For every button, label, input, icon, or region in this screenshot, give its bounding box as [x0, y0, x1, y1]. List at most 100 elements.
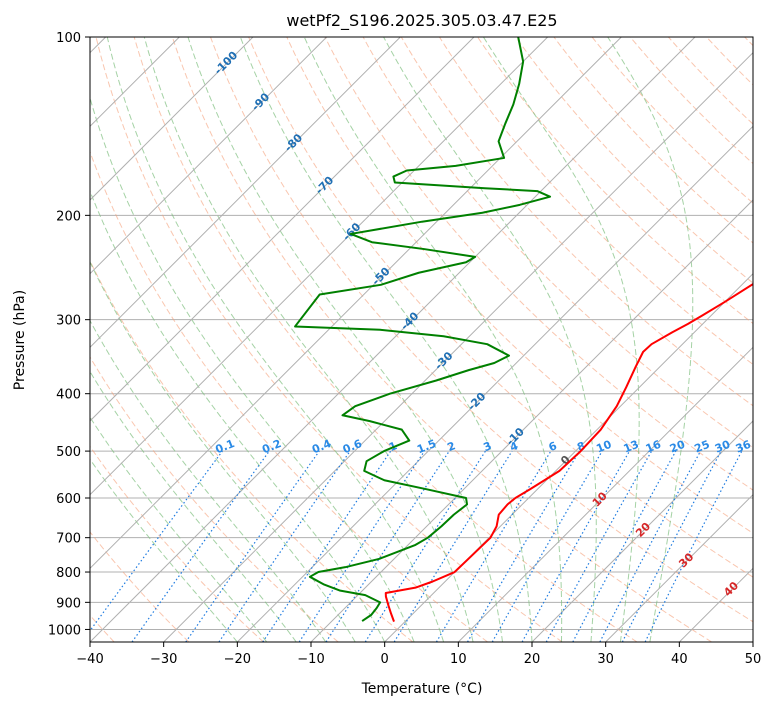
mixing-ratio-label: 10: [594, 438, 613, 456]
moist-adiabat-line: [607, 37, 694, 642]
mixing-ratio-line: [218, 450, 351, 642]
x-tick-label: 40: [671, 652, 688, 667]
isotherm-line: [310, 199, 753, 642]
mixing-ratio-label: 25: [693, 438, 712, 456]
mixing-ratio-line: [131, 450, 270, 642]
dry-adiabat-line: [553, 37, 753, 244]
dry-adiabat-line: [133, 37, 638, 642]
isotherm-line: [90, 37, 549, 496]
moist-adiabat-line: [187, 37, 504, 642]
isotherm-line: [90, 37, 401, 349]
mixing-ratio-line: [185, 450, 320, 642]
dry-adiabat-line: [90, 531, 190, 642]
isotherm-line: [90, 37, 696, 642]
y-tick-label: 400: [56, 388, 81, 403]
dry-adiabat-line: [95, 37, 563, 642]
profiles: [294, 37, 753, 622]
isotherm-line: [90, 37, 622, 570]
moist-adiabat-line: [482, 37, 640, 642]
mixing-ratio-line: [545, 450, 653, 642]
moist-adiabats: [90, 37, 694, 642]
x-tick-label: −20: [224, 652, 251, 667]
isotherm-line: [457, 346, 753, 642]
mixing-ratio-line: [435, 450, 552, 642]
dry-adiabat-line: [629, 37, 753, 165]
y-axis-ticks: 100 200 300 400 500 600 700 800 900 1000: [48, 31, 90, 638]
moist-adiabat-line: [383, 37, 597, 642]
plot-area: -100-90-80-70-60-50-40-30-20-10010203040…: [90, 37, 753, 642]
y-tick-label: 500: [56, 445, 81, 460]
mixing-ratio-label: 20: [668, 438, 687, 456]
mixing-ratio-line: [466, 450, 580, 642]
dewpoint-profile-line: [294, 37, 552, 622]
y-tick-label: 100: [56, 31, 81, 46]
dry-adiabat-line: [324, 37, 753, 491]
y-tick-label: 900: [56, 596, 81, 611]
dry-adiabats: [90, 37, 753, 642]
moist-adiabat-line: [90, 189, 386, 642]
dry-adiabat-line: [400, 37, 753, 407]
y-tick-label: 600: [56, 492, 81, 507]
mixing-ratio-label: 3: [481, 439, 493, 454]
mixing-ratio-label: 30: [713, 438, 732, 456]
temperature-profile-line: [384, 282, 753, 622]
y-tick-label: 200: [56, 209, 81, 224]
dry-adiabat-line: [591, 37, 753, 204]
mixing-ratio-line: [90, 450, 223, 632]
dry-adiabat-line: [439, 37, 753, 366]
dry-adiabat-line: [90, 259, 414, 642]
mixing-ratio-label: 2: [445, 439, 457, 454]
mixing-ratio-label: 13: [622, 438, 641, 456]
isotherm-line: [236, 125, 753, 642]
mixing-ratio-lines: [90, 450, 743, 642]
x-axis-ticks: −40 −30 −20 −10 0 10 20 30 40 50: [76, 642, 761, 667]
moist-adiabat-line: [90, 458, 238, 642]
isotherms: [90, 37, 753, 642]
x-tick-label: 50: [745, 652, 762, 667]
dry-adiabat-line: [90, 150, 488, 642]
x-tick-label: −10: [297, 652, 324, 667]
dry-adiabat-line: [210, 37, 753, 623]
pressure-gridlines: [90, 37, 753, 630]
mixing-ratio-line: [521, 450, 631, 642]
dry-adiabat-line: [248, 37, 753, 578]
x-tick-label: 0: [381, 652, 389, 667]
moist-adiabat-line: [90, 416, 268, 642]
mixing-ratio-line: [491, 450, 603, 642]
isotherm-line: [90, 37, 254, 201]
y-tick-label: 800: [56, 566, 81, 581]
x-tick-label: −40: [76, 652, 103, 667]
plot-frame: [89, 36, 754, 643]
y-tick-label: 700: [56, 532, 81, 547]
x-tick-label: 20: [524, 652, 541, 667]
isotherm-line: [531, 420, 753, 642]
isotherm-line: [90, 37, 328, 275]
x-tick-label: 10: [450, 652, 467, 667]
x-tick-label: −30: [150, 652, 177, 667]
moist-adiabat-line: [239, 37, 533, 642]
x-tick-label: 30: [597, 652, 614, 667]
line-labels: -100-90-80-70-60-50-40-30-20-10010203040…: [212, 48, 753, 599]
dry-adiabat-line: [90, 356, 339, 642]
moist-adiabat-line: [303, 37, 563, 642]
mixing-ratio-label: 8: [575, 439, 587, 454]
mixing-ratio-label: 36: [734, 438, 753, 456]
mixing-ratio-line: [393, 450, 513, 642]
moist-adiabat-line: [106, 37, 445, 642]
dry-adiabat-line: [286, 37, 753, 534]
chart-title: wetPf2_S196.2025.305.03.47.E25: [286, 11, 557, 31]
y-tick-label: 1000: [48, 623, 81, 638]
mixing-ratio-line: [572, 450, 677, 642]
y-axis-label: Pressure (hPa): [12, 290, 28, 390]
dry-adiabat-line: [515, 37, 753, 284]
mixing-ratio-label: 16: [644, 438, 663, 456]
mixing-ratio-line: [364, 450, 486, 642]
mixing-ratio-line: [325, 450, 450, 642]
moist-adiabat-line: [90, 370, 297, 642]
moist-adiabat-line: [143, 37, 474, 642]
x-axis-label: Temperature (°C): [361, 681, 483, 697]
moist-adiabat-line: [90, 260, 356, 642]
isotherm-line: [90, 37, 475, 422]
